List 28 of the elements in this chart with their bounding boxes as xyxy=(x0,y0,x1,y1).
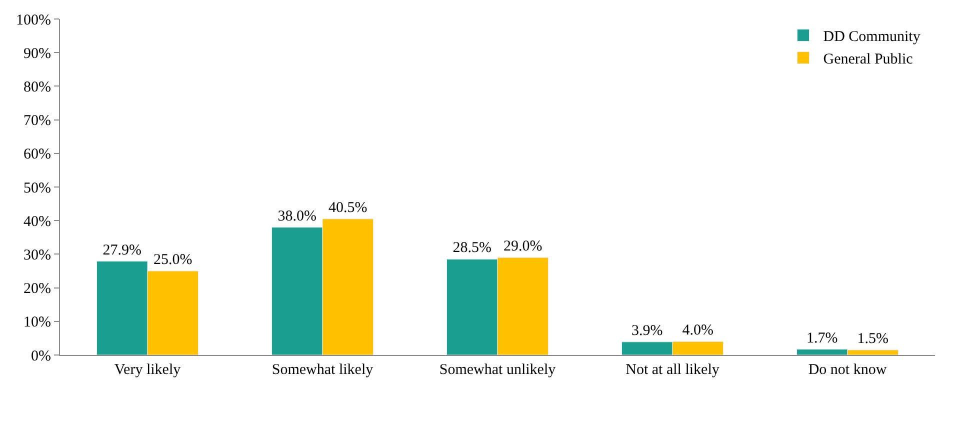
data-label: 25.0% xyxy=(154,252,192,268)
data-label: 28.5% xyxy=(452,240,492,256)
x-tick-label: Somewhat unlikely xyxy=(439,362,556,378)
y-tick-label: 0% xyxy=(31,348,51,364)
y-tick-label: 70% xyxy=(24,113,51,130)
data-label: 29.0% xyxy=(504,238,542,255)
legend-label: General Public xyxy=(823,52,914,68)
y-tick-label: 20% xyxy=(24,281,51,298)
data-label: 1.7% xyxy=(806,330,838,346)
x-tick-label: Do not know xyxy=(808,362,887,378)
y-tick-label: 40% xyxy=(24,214,51,230)
data-label: 40.5% xyxy=(328,200,368,216)
x-tick-label: Very likely xyxy=(114,362,182,378)
x-tick-label: Not at all likely xyxy=(626,362,720,378)
y-tick-label: 10% xyxy=(24,314,51,331)
data-label: 38.0% xyxy=(278,208,316,224)
y-tick-label: 60% xyxy=(24,146,51,163)
data-label: 1.5% xyxy=(857,330,888,347)
legend-label: DD Community xyxy=(823,29,921,46)
y-tick-label: 90% xyxy=(24,46,51,62)
y-tick-label: 80% xyxy=(24,79,51,96)
data-label: 3.9% xyxy=(632,322,663,339)
y-tick-label: 30% xyxy=(24,247,51,264)
data-label: 27.9% xyxy=(102,242,142,258)
x-tick-label: Somewhat likely xyxy=(272,362,374,378)
y-tick-label: 50% xyxy=(24,180,51,196)
y-tick-label: 100% xyxy=(16,12,51,28)
data-label: 4.0% xyxy=(682,322,714,339)
